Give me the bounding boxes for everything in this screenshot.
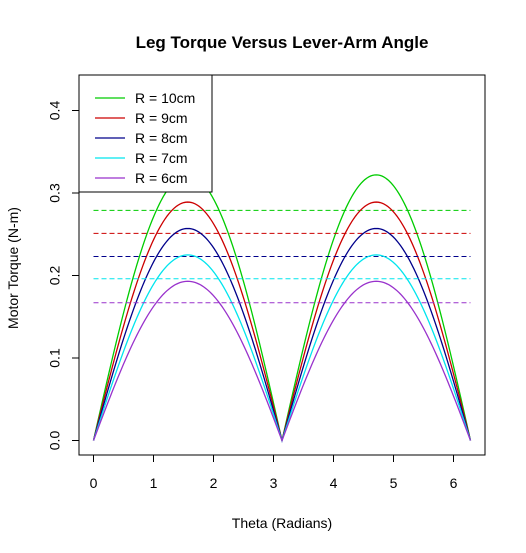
- y-tick-label: 0.2: [47, 266, 63, 286]
- legend: R = 10cm R = 9cm R = 8cm R = 7cm R = 6cm: [78, 74, 213, 193]
- legend-label-0: R = 10cm: [135, 90, 195, 106]
- x-tick-label: 1: [150, 475, 158, 491]
- x-axis-label: Theta (Radians): [232, 515, 332, 531]
- x-tick-label: 3: [270, 475, 278, 491]
- x-tick-label: 2: [210, 475, 218, 491]
- legend-box: [78, 74, 213, 193]
- torque-curve-4: [92, 280, 472, 443]
- torque-curve-1: [92, 201, 472, 441]
- torque-curve-2: [92, 227, 472, 443]
- legend-label-3: R = 7cm: [135, 150, 188, 166]
- y-tick-label: 0.1: [47, 348, 63, 368]
- y-tick-label: 0.3: [47, 183, 63, 203]
- x-tick-label: 6: [450, 475, 458, 491]
- x-tick-label: 5: [390, 475, 398, 491]
- legend-label-4: R = 6cm: [135, 170, 188, 186]
- y-tick-label: 0.0: [47, 431, 63, 451]
- y-tick-label: 0.4: [47, 101, 63, 121]
- ticks-layer: 0 1 2 3 4 5 6 0.0 0.1 0.2 0.3 0.4: [47, 101, 458, 491]
- legend-label-2: R = 8cm: [135, 130, 188, 146]
- torque-curve-0: [92, 174, 472, 441]
- torque-curve-3: [92, 254, 472, 443]
- legend-label-1: R = 9cm: [135, 110, 188, 126]
- y-axis-label: Motor Torque (N-m): [5, 207, 21, 329]
- x-tick-label: 4: [330, 475, 338, 491]
- series-layer: [92, 174, 472, 443]
- x-tick-label: 0: [90, 475, 98, 491]
- chart-title: Leg Torque Versus Lever-Arm Angle: [136, 33, 429, 52]
